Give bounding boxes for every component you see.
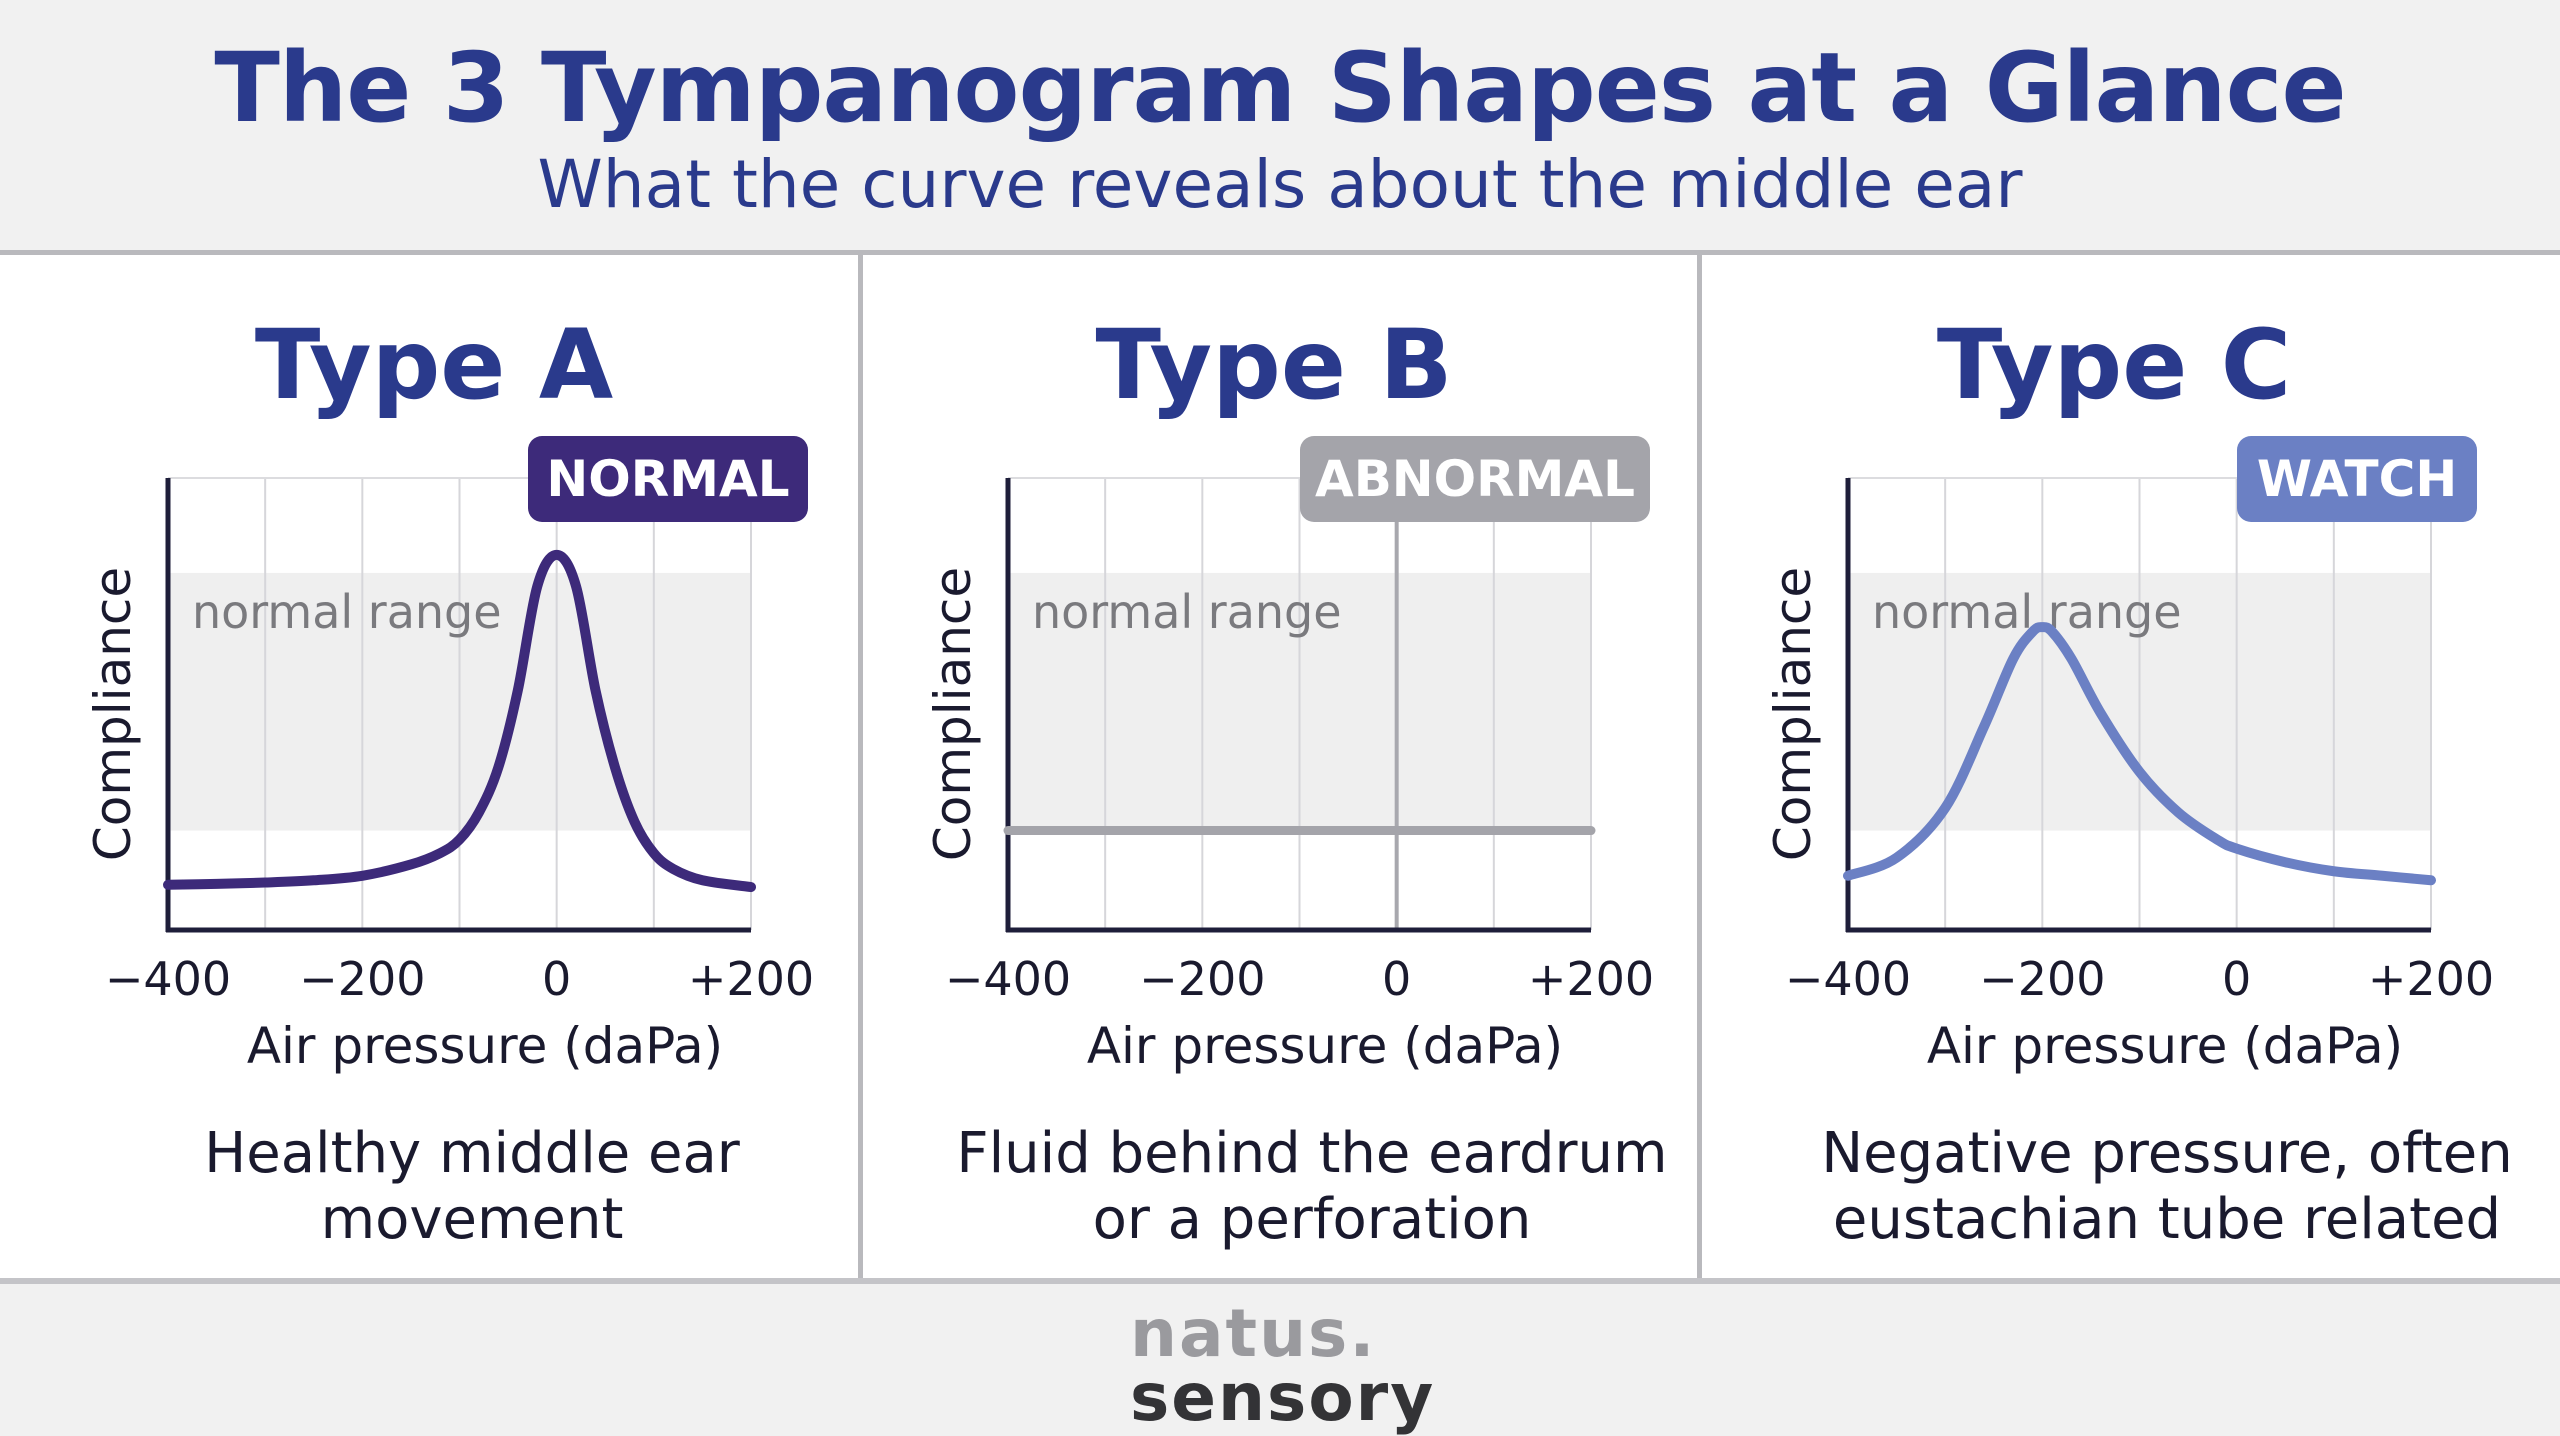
status-badge <box>1300 436 1650 522</box>
x-axis-label: Air pressure (daPa) <box>1927 1017 2403 1075</box>
panel-description-line-1: Healthy middle ear <box>204 1121 741 1186</box>
normal-range-label: normal range <box>1872 585 2182 639</box>
status-badge <box>528 436 808 522</box>
y-axis-label: Compliance <box>924 567 982 861</box>
x-tick-label: +200 <box>2368 952 2494 1006</box>
chart-panel-1: Type A normal range NORMAL −400 −200 0 +200 Air… <box>84 309 814 1252</box>
x-axis-label: Air pressure (daPa) <box>1087 1017 1563 1075</box>
x-tick-label: +200 <box>688 952 814 1006</box>
logo-sensory: sensory <box>1130 1359 1436 1436</box>
chart-panel-2: Type B normal range ABNORMAL −400 −200 0 +200 A… <box>924 309 1668 1252</box>
page-title: The 3 Tympanogram Shapes at a Glance <box>214 32 2346 144</box>
footer-divider <box>0 1278 2560 1284</box>
header: The 3 Tympanogram Shapes at a Glance Wha… <box>0 0 2560 255</box>
chart-panel-3: Type C normal range WATCH −400 −200 0 +200 Air … <box>1764 309 2513 1252</box>
status-badge-label: NORMAL <box>546 450 789 508</box>
x-tick-label: −200 <box>1979 952 2105 1006</box>
page-subtitle: What the curve reveals about the middle … <box>537 146 2023 223</box>
series-line <box>1843 622 2436 886</box>
normal-range-label: normal range <box>192 585 502 639</box>
status-badge-label: ABNORMAL <box>1315 450 1635 508</box>
x-tick-label: +200 <box>1528 952 1654 1006</box>
x-tick-label: 0 <box>542 952 571 1006</box>
panel-title: Type A <box>255 309 613 421</box>
x-axis-label: Air pressure (daPa) <box>247 1017 723 1075</box>
panel-divider <box>858 255 863 1282</box>
normal-range-label: normal range <box>1032 585 1342 639</box>
logo-natus: natus. <box>1130 1295 1377 1372</box>
panel-description-line-2: or a perforation <box>1093 1187 1532 1252</box>
status-badge-label: WATCH <box>2257 450 2457 508</box>
footer <box>0 1284 2560 1429</box>
x-tick-label: −200 <box>299 952 425 1006</box>
panel-description-line-1: Negative pressure, often <box>1821 1121 2513 1186</box>
y-axis-label: Compliance <box>1764 567 1822 861</box>
panel-description-line-2: movement <box>321 1187 624 1252</box>
panel-title: Type C <box>1937 309 2291 421</box>
series-line <box>163 549 756 893</box>
x-tick-label: −400 <box>945 952 1071 1006</box>
status-badge <box>2237 436 2477 522</box>
y-axis-label: Compliance <box>84 567 142 861</box>
x-tick-label: 0 <box>2222 952 2251 1006</box>
panel-divider <box>1697 255 1702 1282</box>
panel-description-line-1: Fluid behind the eardrum <box>956 1121 1667 1186</box>
panel-title: Type B <box>1095 309 1452 421</box>
x-tick-label: −400 <box>105 952 231 1006</box>
panel-description-line-2: eustachian tube related <box>1833 1187 2501 1252</box>
x-tick-label: −200 <box>1139 952 1265 1006</box>
x-tick-label: −400 <box>1785 952 1911 1006</box>
x-tick-label: 0 <box>1382 952 1411 1006</box>
